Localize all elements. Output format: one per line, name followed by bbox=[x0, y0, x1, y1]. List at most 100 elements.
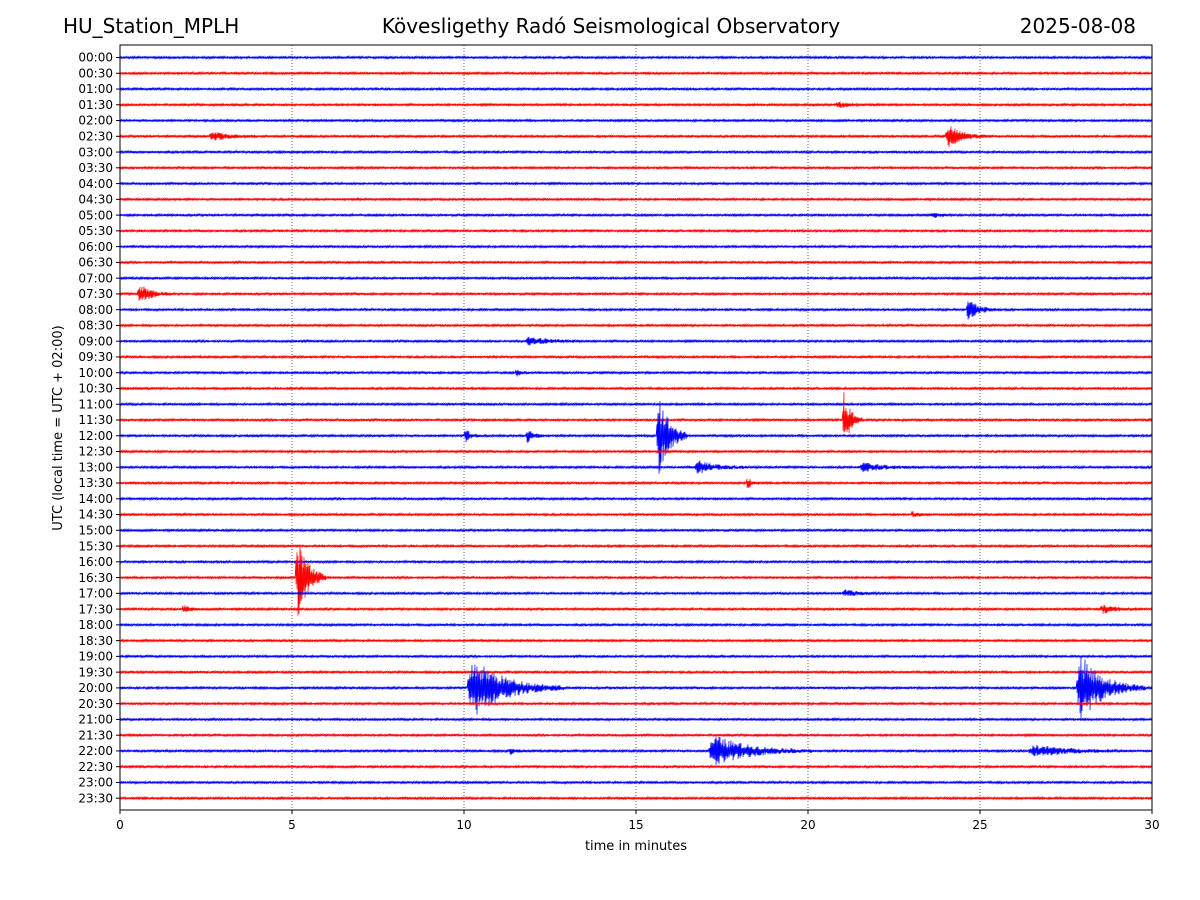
y-tick-label-2100: 21:00 bbox=[78, 713, 113, 727]
y-tick-label-2030: 20:30 bbox=[78, 697, 113, 711]
trace-0230 bbox=[120, 126, 1152, 147]
trace-2230 bbox=[120, 764, 1152, 770]
trace-2330 bbox=[120, 795, 1152, 801]
y-tick-label-0730: 07:30 bbox=[78, 287, 113, 301]
y-tick-label-2000: 20:00 bbox=[78, 681, 113, 695]
y-tick-label-0400: 04:00 bbox=[78, 177, 113, 191]
x-tick-label-25: 25 bbox=[972, 818, 987, 832]
y-tick-label-0230: 02:30 bbox=[78, 130, 113, 144]
y-axis-label: UTC (local time = UTC + 02:00) bbox=[51, 325, 66, 530]
trace-1900 bbox=[120, 653, 1152, 659]
grid-lines bbox=[291, 45, 981, 810]
y-tick-label-0500: 05:00 bbox=[78, 208, 113, 222]
trace-1630 bbox=[120, 546, 1152, 616]
y-tick-label-1200: 12:00 bbox=[78, 429, 113, 443]
y-tick-label-1100: 11:00 bbox=[78, 397, 113, 411]
trace-0300 bbox=[120, 149, 1152, 155]
y-tick-label-0430: 04:30 bbox=[78, 193, 113, 207]
trace-2130 bbox=[120, 732, 1152, 738]
station-name: HU_Station_MPLH bbox=[63, 14, 240, 38]
trace-0330 bbox=[120, 165, 1152, 171]
trace-1230 bbox=[120, 449, 1152, 454]
y-tick-label-0000: 00:00 bbox=[78, 51, 113, 65]
trace-1500 bbox=[120, 527, 1152, 533]
y-tick-label-1630: 16:30 bbox=[78, 571, 113, 585]
trace-0000 bbox=[120, 55, 1152, 60]
y-tick-label-0600: 06:00 bbox=[78, 240, 113, 254]
y-tick-label-0130: 01:30 bbox=[78, 98, 113, 112]
seismic-traces bbox=[120, 55, 1152, 801]
trace-1300 bbox=[120, 460, 1152, 474]
trace-1000 bbox=[120, 369, 1152, 377]
y-tick-label-0100: 01:00 bbox=[78, 82, 113, 96]
trace-2030 bbox=[120, 701, 1152, 707]
trace-1700 bbox=[120, 589, 1152, 597]
y-tick-label-2130: 21:30 bbox=[78, 728, 113, 742]
trace-0900 bbox=[120, 336, 1152, 346]
trace-0030 bbox=[120, 70, 1152, 76]
x-tick-label-15: 15 bbox=[628, 818, 643, 832]
trace-0200 bbox=[120, 118, 1152, 123]
trace-0700 bbox=[120, 275, 1152, 281]
y-tick-label-1400: 14:00 bbox=[78, 492, 113, 506]
trace-1930 bbox=[120, 669, 1152, 675]
trace-0800 bbox=[120, 301, 1152, 320]
y-tick-label-1230: 12:30 bbox=[78, 445, 113, 459]
trace-1830 bbox=[120, 638, 1152, 644]
trace-2300 bbox=[120, 780, 1152, 785]
trace-1800 bbox=[120, 622, 1152, 628]
trace-0130 bbox=[120, 101, 1152, 108]
y-tick-label-2300: 23:00 bbox=[78, 776, 113, 790]
observatory-title: Kövesligethy Radó Seismological Observat… bbox=[381, 14, 841, 38]
y-tick-label-1300: 13:00 bbox=[78, 460, 113, 474]
x-tick-label-5: 5 bbox=[288, 818, 296, 832]
trace-0930 bbox=[120, 354, 1152, 360]
trace-0730 bbox=[120, 286, 1152, 301]
y-tick-label-1500: 15:00 bbox=[78, 524, 113, 538]
trace-2000 bbox=[120, 657, 1152, 719]
y-tick-label-1530: 15:30 bbox=[78, 539, 113, 553]
x-tick-label-30: 30 bbox=[1144, 818, 1159, 832]
trace-2100 bbox=[120, 716, 1152, 722]
y-tick-label-2200: 22:00 bbox=[78, 744, 113, 758]
trace-1430 bbox=[120, 511, 1152, 518]
trace-1130 bbox=[120, 392, 1152, 434]
trace-0530 bbox=[120, 228, 1152, 234]
trace-1200 bbox=[120, 400, 1152, 474]
y-tick-label-1030: 10:30 bbox=[78, 382, 113, 396]
y-tick-label-0930: 09:30 bbox=[78, 350, 113, 364]
y-tick-label-0300: 03:00 bbox=[78, 145, 113, 159]
trace-1100 bbox=[120, 401, 1152, 407]
trace-1600 bbox=[120, 559, 1152, 565]
y-tick-label-0330: 03:30 bbox=[78, 161, 113, 175]
y-tick-label-0700: 07:00 bbox=[78, 271, 113, 285]
trace-2200 bbox=[120, 736, 1152, 765]
trace-1730 bbox=[120, 604, 1152, 614]
y-tick-label-1800: 18:00 bbox=[78, 618, 113, 632]
y-tick-label-1130: 11:30 bbox=[78, 413, 113, 427]
trace-1530 bbox=[120, 543, 1152, 549]
trace-0400 bbox=[120, 181, 1152, 187]
x-tick-label-0: 0 bbox=[116, 818, 124, 832]
y-tick-label-0900: 09:00 bbox=[78, 334, 113, 348]
y-tick-label-0800: 08:00 bbox=[78, 303, 113, 317]
y-tick-label-0530: 05:30 bbox=[78, 224, 113, 238]
x-axis: 0 5 10 15 20 25 30 bbox=[116, 810, 1160, 832]
trace-1400 bbox=[120, 496, 1152, 502]
x-tick-label-20: 20 bbox=[800, 818, 815, 832]
y-tick-label-1600: 16:00 bbox=[78, 555, 113, 569]
trace-1030 bbox=[120, 386, 1152, 391]
trace-0630 bbox=[120, 259, 1152, 265]
y-tick-label-0830: 08:30 bbox=[78, 319, 113, 333]
y-tick-label-1000: 10:00 bbox=[78, 366, 113, 380]
y-tick-label-1700: 17:00 bbox=[78, 587, 113, 601]
y-tick-label-2230: 22:30 bbox=[78, 760, 113, 774]
y-tick-label-1730: 17:30 bbox=[78, 602, 113, 616]
y-tick-label-1830: 18:30 bbox=[78, 634, 113, 648]
trace-1330 bbox=[120, 478, 1152, 488]
plot-date: 2025-08-08 bbox=[1019, 14, 1136, 38]
trace-0500 bbox=[120, 212, 1152, 219]
y-tick-label-1930: 19:30 bbox=[78, 665, 113, 679]
